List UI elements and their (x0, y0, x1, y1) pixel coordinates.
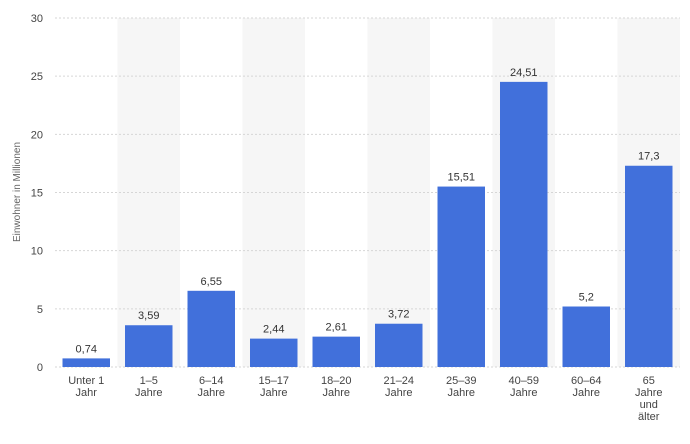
value-label: 2,61 (326, 322, 347, 334)
x-tick-label: 25–39 Jahre (446, 375, 477, 399)
y-tick-label: 10 (31, 246, 43, 258)
value-label: 15,51 (447, 172, 475, 184)
x-tick-label: 18–20 Jahre (321, 375, 352, 399)
y-tick-label: 15 (31, 188, 43, 200)
x-tick-label: 6–14 Jahre (197, 375, 225, 399)
bar (250, 338, 298, 367)
x-tick-label: 65 Jahre und älter (635, 375, 663, 423)
x-tick-label: Unter 1 Jahr (68, 375, 104, 399)
x-tick-label: 40–59 Jahre (508, 375, 539, 399)
value-label: 0,74 (76, 343, 97, 355)
bar (562, 306, 610, 367)
value-label: 6,55 (201, 276, 222, 288)
value-label: 5,2 (579, 292, 594, 304)
x-tick-label: 1–5 Jahre (135, 375, 163, 399)
bar (375, 323, 423, 367)
x-tick-label: 21–24 Jahre (383, 375, 414, 399)
value-label: 2,44 (263, 324, 284, 336)
value-label: 24,51 (510, 67, 538, 79)
y-tick-label: 0 (37, 362, 43, 374)
y-tick-label: 5 (37, 304, 43, 316)
bar (125, 325, 173, 367)
value-label: 3,72 (388, 309, 409, 321)
bar (187, 290, 235, 367)
bar (625, 165, 673, 367)
bar (312, 336, 360, 367)
value-label: 17,3 (638, 151, 659, 163)
y-tick-label: 30 (31, 13, 43, 25)
bar (62, 358, 110, 367)
y-tick-label: 20 (31, 129, 43, 141)
value-label: 3,59 (138, 310, 159, 322)
x-tick-label: 15–17 Jahre (258, 375, 289, 399)
bar (437, 186, 485, 367)
y-axis-label: Einwohner in Millionen (12, 142, 23, 242)
y-tick-label: 25 (31, 71, 43, 83)
x-tick-label: 60–64 Jahre (571, 375, 602, 399)
bar (500, 81, 548, 367)
